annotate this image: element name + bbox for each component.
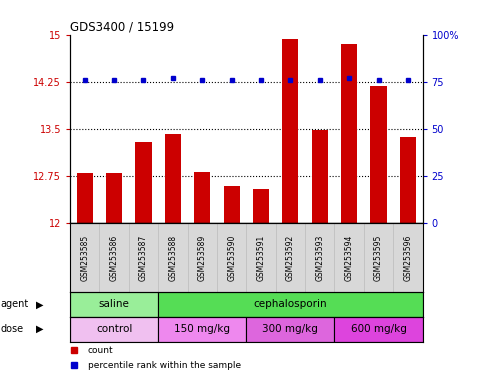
- Text: percentile rank within the sample: percentile rank within the sample: [88, 361, 241, 369]
- Bar: [194, 172, 210, 223]
- Bar: [158, 292, 423, 317]
- Text: GSM253592: GSM253592: [286, 235, 295, 281]
- Bar: [246, 317, 334, 342]
- Text: saline: saline: [99, 300, 129, 310]
- Bar: [158, 317, 246, 342]
- Text: ▶: ▶: [36, 300, 44, 310]
- Text: GSM253588: GSM253588: [169, 235, 177, 281]
- Text: 600 mg/kg: 600 mg/kg: [351, 324, 407, 334]
- Text: GSM253595: GSM253595: [374, 235, 383, 281]
- Bar: [400, 137, 416, 223]
- Text: GDS3400 / 15199: GDS3400 / 15199: [70, 20, 174, 33]
- Text: GSM253591: GSM253591: [256, 235, 266, 281]
- Text: GSM253586: GSM253586: [110, 235, 119, 281]
- Text: GSM253596: GSM253596: [403, 235, 412, 281]
- Text: agent: agent: [0, 300, 28, 310]
- Text: cephalosporin: cephalosporin: [254, 300, 327, 310]
- Text: 150 mg/kg: 150 mg/kg: [174, 324, 230, 334]
- Bar: [283, 39, 298, 223]
- Text: GSM253587: GSM253587: [139, 235, 148, 281]
- Text: GSM253590: GSM253590: [227, 235, 236, 281]
- Text: GSM253593: GSM253593: [315, 235, 324, 281]
- Text: GSM253589: GSM253589: [198, 235, 207, 281]
- Bar: [77, 173, 93, 223]
- Bar: [370, 86, 386, 223]
- Text: GSM253594: GSM253594: [345, 235, 354, 281]
- Bar: [106, 173, 122, 223]
- Bar: [224, 185, 240, 223]
- Bar: [70, 292, 158, 317]
- Bar: [341, 44, 357, 223]
- Bar: [135, 142, 152, 223]
- Text: ▶: ▶: [36, 324, 44, 334]
- Text: dose: dose: [0, 324, 24, 334]
- Bar: [70, 317, 158, 342]
- Text: control: control: [96, 324, 132, 334]
- Text: GSM253585: GSM253585: [80, 235, 89, 281]
- Bar: [253, 189, 269, 223]
- Bar: [165, 134, 181, 223]
- Bar: [312, 130, 328, 223]
- Text: count: count: [88, 346, 114, 355]
- Text: 300 mg/kg: 300 mg/kg: [262, 324, 318, 334]
- Bar: [334, 317, 423, 342]
